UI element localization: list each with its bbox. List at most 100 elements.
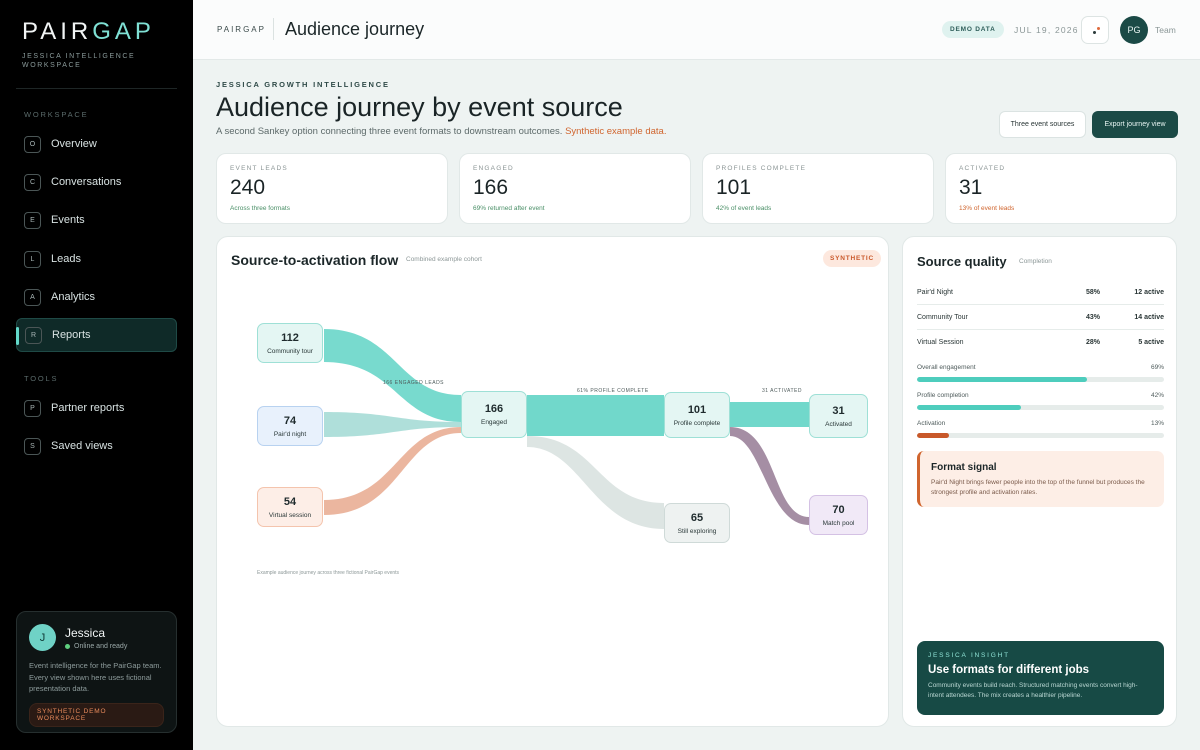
signal-text: Pair'd Night brings fewer people into th… (931, 479, 1145, 496)
kpi-note: 13% of event leads (959, 205, 1015, 212)
synthetic-badge: SYNTHETIC (823, 250, 882, 267)
link-profile-matchpool (730, 427, 809, 525)
bar-track (917, 405, 1164, 410)
workspace-badge: SYNTHETIC DEMO WORKSPACE (29, 702, 164, 727)
sidebar-item-saved-views[interactable]: S Saved views (16, 429, 177, 463)
kpi-label: ACTIVATED (959, 165, 1006, 172)
link-pairdnight-engaged (324, 412, 461, 437)
brand: PAIRGAP JESSICA INTELLIGENCE WORKSPACE (22, 18, 155, 70)
sidebar-item-reports[interactable]: R Reports (16, 318, 177, 352)
team-label[interactable]: Team (1155, 25, 1176, 35)
quality-source-name: Virtual Session (917, 339, 964, 346)
insight-title: Use formats for different jobs (928, 664, 1090, 676)
node-profile-complete[interactable]: 101 Profile complete (664, 392, 730, 438)
kpi-note: 42% of event leads (716, 205, 772, 212)
kpi-value: 240 (230, 176, 266, 199)
quality-active: 14 active (1134, 313, 1164, 321)
team-avatar[interactable]: PG (1120, 16, 1148, 44)
node-value: 112 (281, 331, 299, 344)
workspace-heading: WORKSPACE (24, 110, 89, 119)
profile-link-label: 61% PROFILE COMPLETE (577, 388, 649, 394)
saved-views-key-icon: S (24, 437, 41, 455)
bar-label: Activation (917, 420, 946, 427)
node-value: 101 (687, 403, 707, 416)
insight-text: Community events build reach. Structured… (928, 682, 1138, 699)
topbar-brand: PAIRGAP (217, 25, 266, 34)
format-signal-callout: Format signal Pair'd Night brings fewer … (917, 451, 1164, 507)
event-sources-button[interactable]: Three event sources (999, 111, 1086, 138)
export-journey-button[interactable]: Export journey view (1092, 111, 1178, 138)
node-label: Virtual session (268, 511, 312, 519)
quality-active: 5 active (1138, 339, 1164, 346)
sidebar-item-conversations[interactable]: C Conversations (16, 165, 177, 199)
sidebar-item-label: Events (51, 214, 85, 226)
sidebar-item-label: Leads (51, 253, 81, 265)
avatar[interactable]: J (29, 624, 56, 651)
quality-pct: 58% (1085, 288, 1100, 296)
synthetic-note: Synthetic example data. (565, 126, 667, 137)
node-label: Profile complete (673, 419, 721, 427)
bar-fill (917, 377, 1088, 382)
analytics-key-icon: A (24, 288, 41, 306)
quality-pct: 28% (1085, 339, 1100, 346)
node-match-pool[interactable]: 70 Match pool (809, 495, 868, 535)
bar-value: 69% (1150, 364, 1164, 371)
kpi-card-engaged: ENGAGED 166 69% returned after event (459, 153, 691, 224)
signal-title: Format signal (931, 462, 997, 473)
conversations-key-icon: C (24, 173, 41, 191)
leads-key-icon: L (24, 250, 41, 268)
events-key-icon: E (24, 211, 41, 229)
link-virtual-engaged (324, 427, 461, 515)
quality-source-name: Community Tour (917, 313, 968, 321)
brand-subtitle: JESSICA INTELLIGENCE WORKSPACE (22, 53, 136, 69)
sidebar-item-analytics[interactable]: A Analytics (16, 280, 177, 314)
notifications-icon[interactable] (1081, 16, 1109, 44)
overview-key-icon: O (24, 135, 41, 153)
bar-fill (917, 433, 950, 438)
sidebar-item-overview[interactable]: O Overview (16, 127, 177, 161)
flow-footnote: Example audience journey across three fi… (257, 570, 400, 576)
node-virtual-session[interactable]: 54 Virtual session (257, 487, 323, 527)
sidebar-item-events[interactable]: E Events (16, 203, 177, 237)
page-subtitle: A second Sankey option connecting three … (216, 126, 666, 137)
sidebar-item-partner-reports[interactable]: P Partner reports (16, 391, 177, 425)
progress-activation: Activation 13% (917, 420, 1164, 438)
kpi-note: Across three formats (230, 205, 290, 212)
bar-label: Overall engagement (917, 364, 976, 371)
node-still-exploring[interactable]: 65 Still exploring (664, 503, 730, 543)
kpi-card-profiles-complete: PROFILES COMPLETE 101 42% of event leads (702, 153, 934, 224)
bar-track (917, 433, 1164, 438)
node-engaged[interactable]: 166 Engaged (461, 391, 527, 438)
node-label: Activated (825, 420, 852, 428)
quality-row[interactable]: Virtual Session 28% 5 active (917, 330, 1164, 355)
sidebar-item-label: Conversations (51, 176, 122, 188)
jessica-insight-card: JESSICA INSIGHT Use formats for differen… (917, 641, 1164, 715)
kpi-value: 31 (959, 176, 983, 199)
quality-source-name: Pair'd Night (917, 288, 953, 296)
quality-row[interactable]: Community Tour 43% 14 active (917, 305, 1164, 330)
flow-meta: Combined example cohort (406, 256, 482, 263)
sidebar-item-label: Reports (52, 329, 91, 341)
page-title-topbar: Audience journey (285, 19, 425, 39)
node-activated[interactable]: 31 Activated (809, 394, 868, 438)
quality-row[interactable]: Pair'd Night 58% 12 active (917, 280, 1164, 305)
brand-logo[interactable]: PAIRGAP (22, 18, 155, 46)
user-name: Jessica (65, 625, 106, 640)
partner-reports-key-icon: P (24, 399, 41, 417)
node-pairdnight[interactable]: 74 Pair'd night (257, 406, 323, 446)
kpi-label: EVENT LEADS (230, 165, 288, 172)
kpi-value: 166 (473, 176, 509, 199)
online-dot-icon (65, 643, 70, 649)
page-subtitle-text: A second Sankey option connecting three … (216, 126, 563, 137)
node-community-tour[interactable]: 112 Community tour (257, 323, 323, 363)
node-value: 166 (484, 403, 504, 415)
kpi-card-event-leads: EVENT LEADS 240 Across three formats (216, 153, 448, 224)
sidebar-item-label: Saved views (51, 440, 113, 452)
quality-meta: Completion (1019, 258, 1052, 265)
bar-value: 13% (1150, 420, 1164, 427)
sidebar-item-leads[interactable]: L Leads (16, 242, 177, 276)
page-eyebrow: JESSICA GROWTH INTELLIGENCE (216, 80, 390, 89)
node-value: 70 (832, 503, 845, 516)
node-label: Pair'd night (273, 430, 307, 438)
sidebar-item-label: Analytics (51, 291, 96, 303)
